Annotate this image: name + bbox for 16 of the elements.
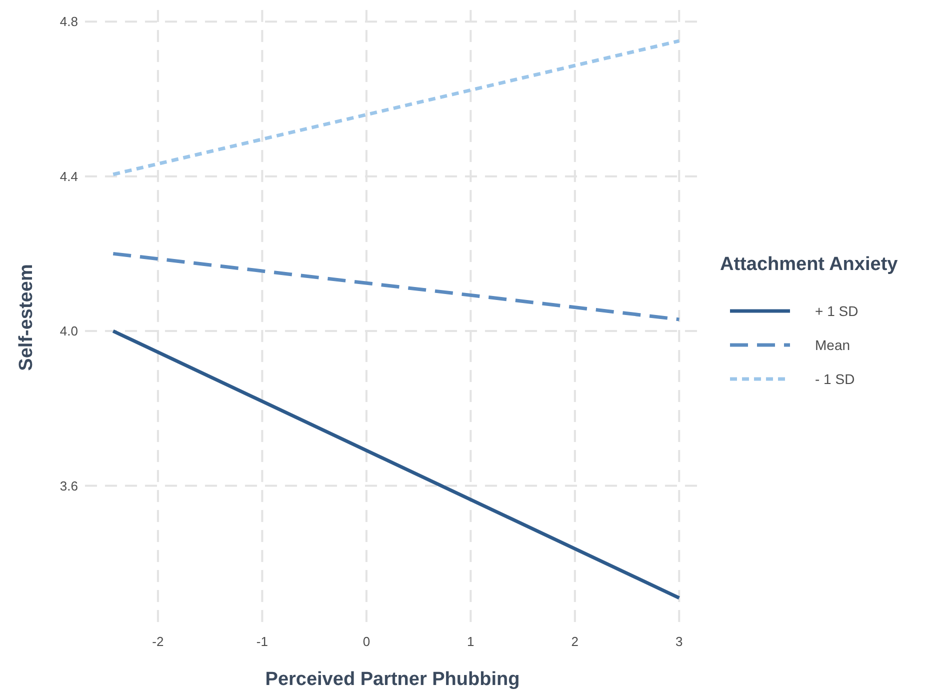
x-tick-label: 2 xyxy=(571,634,579,649)
x-axis-title: Perceived Partner Phubbing xyxy=(265,669,520,690)
y-tick-label: 4.0 xyxy=(60,324,78,339)
legend-label: Mean xyxy=(815,336,850,353)
legend-label: - 1 SD xyxy=(815,370,855,387)
legend-label: + 1 SD xyxy=(815,302,858,319)
y-tick-label: 4.8 xyxy=(60,14,78,30)
y-tick-label: 3.6 xyxy=(60,478,78,494)
x-tick-label: 0 xyxy=(362,634,370,649)
x-tick-label: 1 xyxy=(467,634,474,649)
y-tick-label: 4.4 xyxy=(60,168,78,184)
legend-title: Attachment Anxiety xyxy=(720,254,898,275)
x-tick-label: -2 xyxy=(152,634,164,649)
y-axis-title: Self-esteem xyxy=(16,264,37,371)
x-tick-label: -1 xyxy=(256,634,268,649)
x-tick-label: 3 xyxy=(676,634,683,649)
